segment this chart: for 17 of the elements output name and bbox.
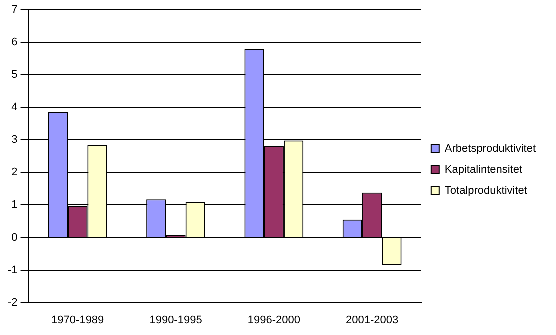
legend-label: Kapitalintensitet bbox=[444, 164, 523, 176]
y-tick-label: 3 bbox=[12, 134, 18, 146]
legend-label: Totalproduktivitet bbox=[444, 185, 528, 198]
y-tick-label: 1 bbox=[12, 199, 18, 212]
x-tick-label: 1990-1995 bbox=[150, 314, 202, 326]
x-tick-label: 2001-2003 bbox=[346, 314, 399, 326]
x-tick-label: 1970-1989 bbox=[52, 314, 104, 326]
legend-label: Arbetsproduktivitet bbox=[444, 143, 536, 156]
y-tick-label: 6 bbox=[12, 36, 18, 49]
y-tick-label: 0 bbox=[12, 232, 18, 244]
y-tick-label: 4 bbox=[12, 102, 18, 114]
y-tick-label: -2 bbox=[8, 296, 18, 309]
y-tick-label: 7 bbox=[12, 4, 18, 16]
y-tick-label: -1 bbox=[8, 264, 18, 276]
x-tick-label: 1996-2000 bbox=[248, 314, 300, 326]
y-tick-label: 5 bbox=[12, 69, 18, 82]
y-tick-label: 2 bbox=[12, 166, 18, 179]
